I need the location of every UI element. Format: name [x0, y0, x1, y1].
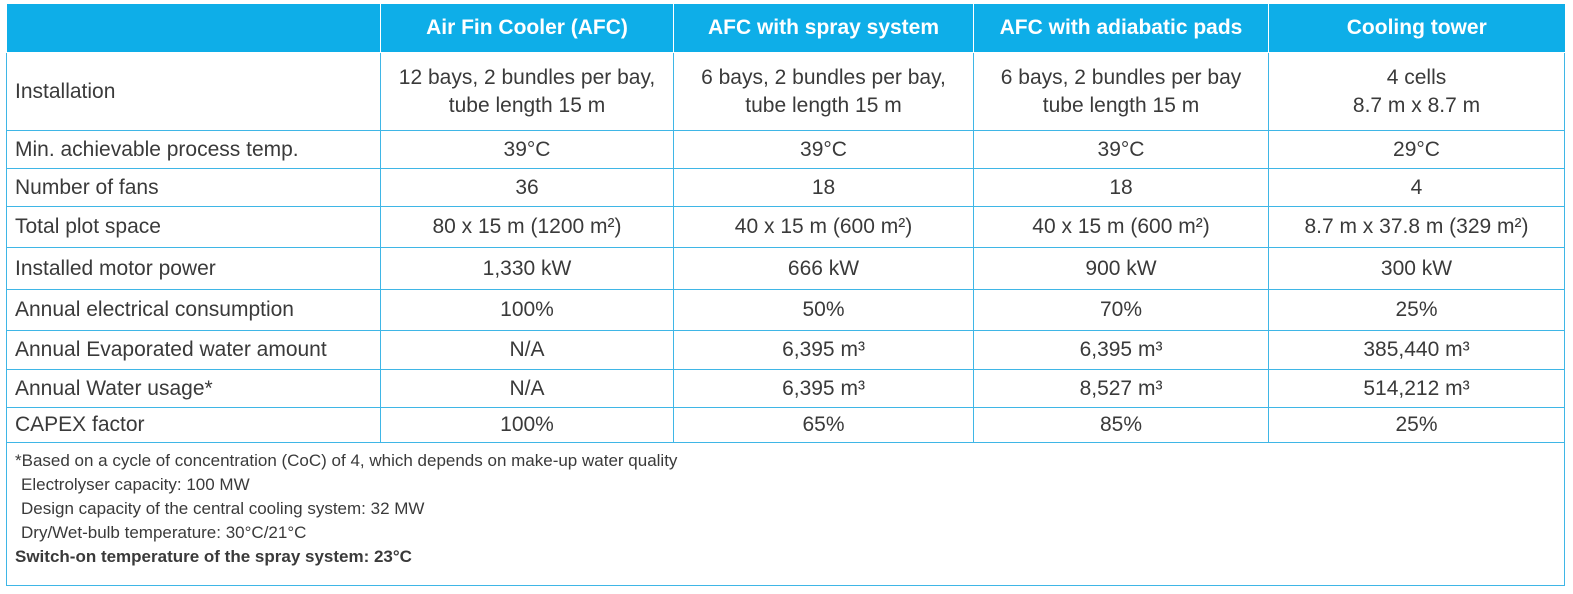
cell: 300 kW [1268, 247, 1565, 290]
row-label: Annual Evaporated water amount [6, 330, 381, 370]
cell-line: 4 cells [1386, 65, 1447, 89]
header-row: Air Fin Cooler (AFC) AFC with spray syste… [6, 4, 1565, 53]
footnote: Electrolyser capacity: 100 MW [21, 475, 250, 494]
table-row: CAPEX factor 100% 65% 85% 25% [6, 407, 1565, 443]
row-label: Annual Water usage* [6, 369, 381, 408]
table-body: Installation 12 bays, 2 bundles per bay, t… [6, 52, 1565, 586]
cell: N/A [380, 369, 674, 408]
cell-line: tube length 15 m [1042, 93, 1200, 117]
cell: 39°C [380, 130, 674, 169]
cell: 4 [1268, 168, 1565, 207]
cell: 100% [380, 289, 674, 331]
cell: 40 x 15 m (600 m²) [973, 206, 1269, 248]
row-label: CAPEX factor [6, 407, 381, 443]
row-label: Annual electrical consumption [6, 289, 381, 331]
header-corner [6, 4, 381, 53]
footnote-bold: Switch-on temperature of the spray syste… [15, 547, 412, 566]
cell: 29°C [1268, 130, 1565, 169]
cell: 1,330 kW [380, 247, 674, 290]
table-row: Min. achievable process temp. 39°C 39°C 39°… [6, 130, 1565, 169]
row-label: Total plot space [6, 206, 381, 248]
footnotes: *Based on a cycle of concentration (CoC)… [6, 442, 1565, 586]
table-row: Installed motor power 1,330 kW 666 kW 900 k… [6, 247, 1565, 290]
footnote: Design capacity of the central cooling s… [21, 499, 425, 518]
cell: 12 bays, 2 bundles per bay, tube length 1… [380, 52, 674, 131]
cell: 50% [673, 289, 974, 331]
cell: 36 [380, 168, 674, 207]
footnote-row: *Based on a cycle of concentration (CoC)… [6, 442, 1565, 586]
cell: 25% [1268, 289, 1565, 331]
cell: 6,395 m³ [673, 330, 974, 370]
cell: N/A [380, 330, 674, 370]
cell: 6,395 m³ [973, 330, 1269, 370]
table-row: Annual Water usage* N/A 6,395 m³ 8,527 m³ 51… [6, 369, 1565, 408]
column-header: AFC with spray system [673, 4, 974, 53]
row-label: Installation [6, 52, 381, 131]
cell: 80 x 15 m (1200 m²) [380, 206, 674, 248]
cell: 385,440 m³ [1268, 330, 1565, 370]
cell-line: tube length 15 m [448, 93, 606, 117]
row-label: Number of fans [6, 168, 381, 207]
cell: 39°C [673, 130, 974, 169]
cell: 6 bays, 2 bundles per bay, tube length 15… [673, 52, 974, 131]
column-header: AFC with adiabatic pads [973, 4, 1269, 53]
column-header: Air Fin Cooler (AFC) [380, 4, 674, 53]
table-row: Total plot space 80 x 15 m (1200 m²) 40 x … [6, 206, 1565, 248]
cell: 65% [673, 407, 974, 443]
cell-line: 12 bays, 2 bundles per bay, [398, 65, 656, 89]
footnote: *Based on a cycle of concentration (CoC)… [15, 451, 678, 470]
cell: 6,395 m³ [673, 369, 974, 408]
cell: 25% [1268, 407, 1565, 443]
table-row: Number of fans 36 18 18 4 [6, 168, 1565, 207]
cell: 18 [973, 168, 1269, 207]
table-row: Annual electrical consumption 100% 50% 70% 2… [6, 289, 1565, 331]
cell-line: 6 bays, 2 bundles per bay, [701, 65, 946, 89]
comparison-table: Air Fin Cooler (AFC) AFC with spray syste… [6, 4, 1565, 586]
footnote: Dry/Wet-bulb temperature: 30°C/21°C [21, 523, 307, 542]
cell: 40 x 15 m (600 m²) [673, 206, 974, 248]
cell: 6 bays, 2 bundles per bay tube length 15 … [973, 52, 1269, 131]
table-row: Annual Evaporated water amount N/A 6,395 m… [6, 330, 1565, 370]
cell: 8.7 m x 37.8 m (329 m²) [1268, 206, 1565, 248]
cell: 666 kW [673, 247, 974, 290]
row-label: Min. achievable process temp. [6, 130, 381, 169]
cell: 39°C [973, 130, 1269, 169]
cell: 85% [973, 407, 1269, 443]
cell-line: tube length 15 m [745, 93, 902, 117]
cell: 70% [973, 289, 1269, 331]
cell: 514,212 m³ [1268, 369, 1565, 408]
row-label: Installed motor power [6, 247, 381, 290]
cell: 18 [673, 168, 974, 207]
cell: 100% [380, 407, 674, 443]
table-row: Installation 12 bays, 2 bundles per bay, t… [6, 52, 1565, 131]
cell: 900 kW [973, 247, 1269, 290]
cell: 4 cells 8.7 m x 8.7 m [1268, 52, 1565, 131]
cell: 8,527 m³ [973, 369, 1269, 408]
cell-line: 8.7 m x 8.7 m [1352, 93, 1481, 117]
cell-line: 6 bays, 2 bundles per bay [1000, 65, 1242, 89]
column-header: Cooling tower [1268, 4, 1565, 53]
